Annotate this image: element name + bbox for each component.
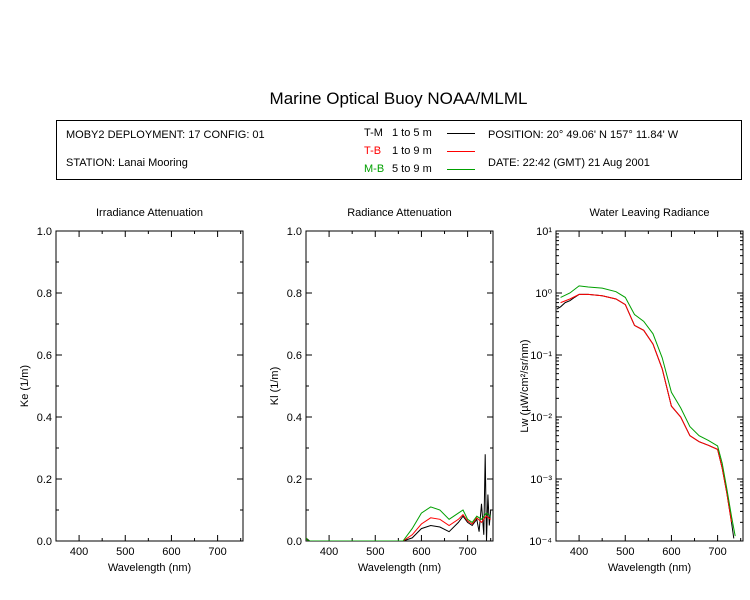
legend-code-tb: T-B <box>364 145 382 157</box>
x-tick-label: 600 <box>662 546 680 558</box>
series-line-t-m <box>306 454 492 541</box>
plot-frame <box>305 230 494 542</box>
y-tick-label: 0.6 <box>287 350 302 362</box>
y-axis-label: Kl (1/m) <box>269 367 281 406</box>
y-tick-label: 0.8 <box>287 288 302 300</box>
x-tick-label: 400 <box>320 546 338 558</box>
legend-code-mb: M-B <box>364 163 385 175</box>
y-tick-label: 0.8 <box>37 288 52 300</box>
series-line-t-m <box>556 293 735 539</box>
y-tick-label: 0.2 <box>287 474 302 486</box>
legend-code-tm: T-M <box>364 127 383 139</box>
series-line-m-b <box>306 506 491 541</box>
chart-panel-1: Radiance Attenuation 400 500 600 700 0.0 0.2 0.… <box>269 207 494 574</box>
plot-frame <box>555 230 744 542</box>
x-tick-label: 500 <box>616 546 634 558</box>
y-axis-label: Lw (µW/cm²/sr/nm) <box>519 339 531 432</box>
x-axis-label: Wavelength (nm) <box>358 562 441 574</box>
main-title: Marine Optical Buoy NOAA/MLML <box>269 89 528 108</box>
chart-panel-0: Irradiance Attenuation 400 500 600 700 0.0 0.2… <box>19 207 244 574</box>
legend-range-tb: 1 to 9 m <box>392 145 432 157</box>
y-tick-label: 10⁻⁴ <box>529 536 552 548</box>
y-tick-label: 0.0 <box>37 536 52 548</box>
date-text: DATE: 22:42 (GMT) 21 Aug 2001 <box>488 157 650 169</box>
x-tick-label: 500 <box>116 546 134 558</box>
x-tick-label: 600 <box>412 546 430 558</box>
legend-line-mb <box>447 169 475 170</box>
x-tick-label: 700 <box>208 546 226 558</box>
x-tick-label: 700 <box>458 546 476 558</box>
series-line-m-b <box>560 285 736 537</box>
y-tick-label: 0.0 <box>287 536 302 548</box>
chart-title: Water Leaving Radiance <box>589 207 709 219</box>
y-tick-label: 0.6 <box>37 350 52 362</box>
legend-range-mb: 5 to 9 m <box>392 163 432 175</box>
x-tick-label: 600 <box>162 546 180 558</box>
y-tick-label: 10⁻² <box>530 412 552 424</box>
y-tick-label: 0.4 <box>287 412 302 424</box>
y-tick-label: 0.4 <box>37 412 52 424</box>
deployment-text: MOBY2 DEPLOYMENT: 17 CONFIG: 01 <box>66 129 265 141</box>
y-tick-label: 10¹ <box>536 226 552 238</box>
chart-title: Radiance Attenuation <box>347 207 452 219</box>
legend-line-tm <box>447 133 475 134</box>
x-tick-label: 400 <box>570 546 588 558</box>
series-line-t-b <box>306 513 491 541</box>
x-axis-label: Wavelength (nm) <box>608 562 691 574</box>
y-tick-label: 0.2 <box>37 474 52 486</box>
legend-line-tb <box>447 151 475 152</box>
x-tick-label: 700 <box>708 546 726 558</box>
legend-range-tm: 1 to 5 m <box>392 127 432 139</box>
x-axis-label: Wavelength (nm) <box>108 562 191 574</box>
y-tick-label: 10⁻¹ <box>530 350 552 362</box>
y-tick-label: 1.0 <box>287 226 302 238</box>
chart-title: Irradiance Attenuation <box>96 207 203 219</box>
x-tick-label: 400 <box>70 546 88 558</box>
plot-frame <box>55 230 244 542</box>
station-text: STATION: Lanai Mooring <box>66 157 188 169</box>
y-tick-label: 1.0 <box>37 226 52 238</box>
y-axis-label: Ke (1/m) <box>19 365 31 407</box>
position-text: POSITION: 20° 49.06' N 157° 11.84' W <box>488 129 679 141</box>
info-box: MOBY2 DEPLOYMENT: 17 CONFIG: 01 STATION:… <box>56 120 742 180</box>
x-tick-label: 500 <box>366 546 384 558</box>
series-line-t-b <box>560 293 732 523</box>
y-tick-label: 10⁻³ <box>530 474 552 486</box>
y-tick-label: 10⁰ <box>535 288 552 300</box>
chart-panel-2: Water Leaving Radiance 400 500 600 700 10⁻⁴ 10… <box>519 207 744 574</box>
